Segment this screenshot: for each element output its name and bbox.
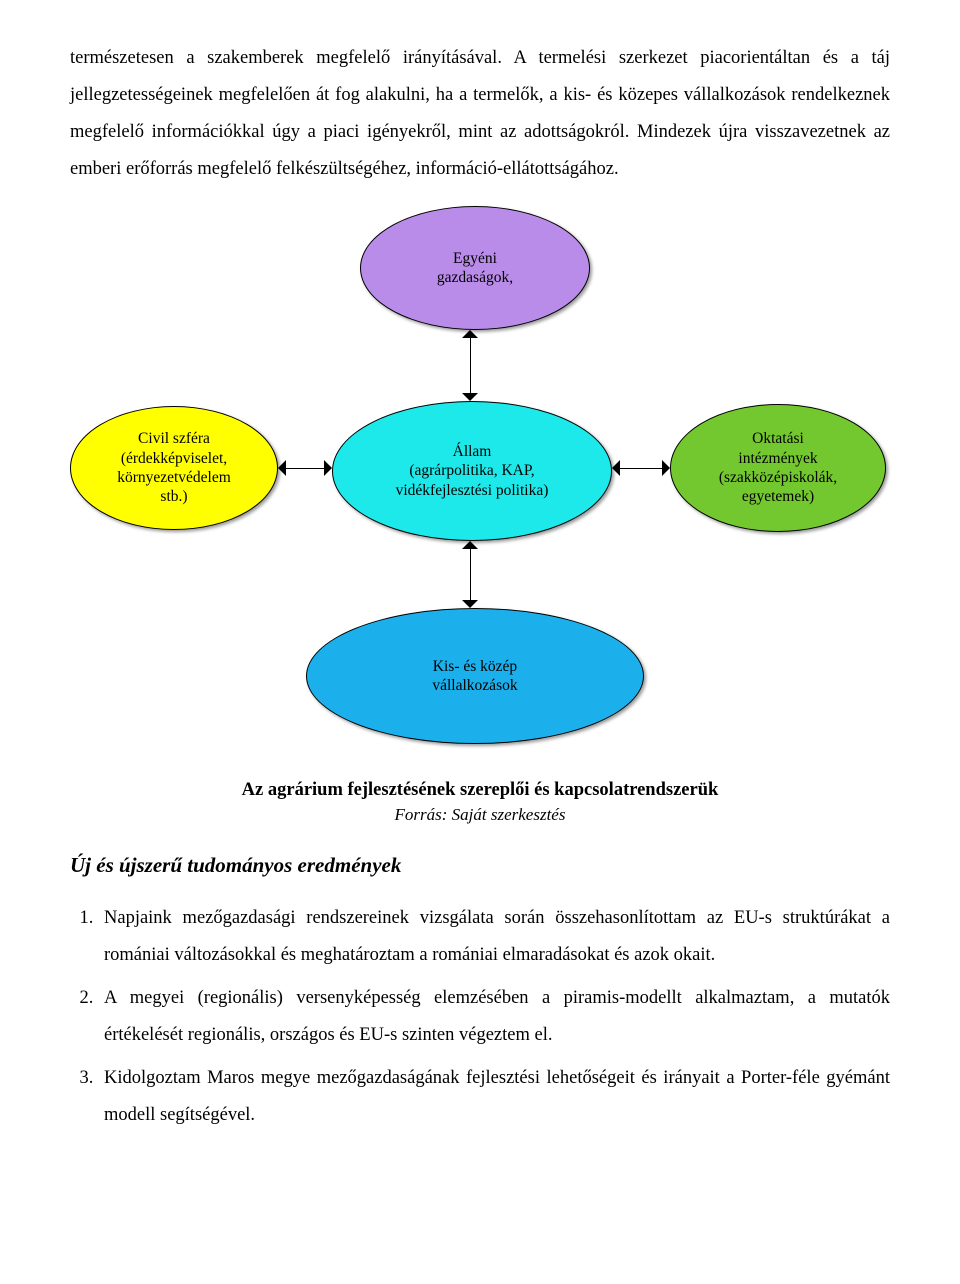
diagram-node-bottom: Kis- és középvállalkozások	[306, 608, 644, 744]
arrow-line	[620, 468, 662, 469]
arrow-head	[462, 600, 478, 608]
diagram-node-left: Civil szféra(érdekképviselet,környezetvé…	[70, 406, 278, 530]
arrow-line	[470, 338, 471, 393]
list-item: A megyei (regionális) versenyképesség el…	[98, 980, 890, 1054]
figure-source: Forrás: Saját szerkesztés	[70, 805, 890, 825]
section-heading: Új és újszerű tudományos eredmények	[70, 853, 890, 878]
arrow-line	[286, 468, 324, 469]
diagram-node-right: Oktatásiintézmények(szakközépiskolák,egy…	[670, 404, 886, 532]
intro-paragraph: természetesen a szakemberek megfelelő ir…	[70, 40, 890, 188]
arrow-head	[278, 460, 286, 476]
arrow-head	[462, 541, 478, 549]
arrow-head	[324, 460, 332, 476]
list-item: Napjaink mezőgazdasági rendszereinek viz…	[98, 900, 890, 974]
arrow-line	[470, 549, 471, 600]
diagram-node-center: Állam(agrárpolitika, KAP,vidékfejlesztés…	[332, 401, 612, 541]
results-list: Napjaink mezőgazdasági rendszereinek viz…	[70, 900, 890, 1134]
figure-caption: Az agrárium fejlesztésének szereplői és …	[70, 780, 890, 801]
arrow-head	[462, 330, 478, 338]
arrow-head	[662, 460, 670, 476]
arrow-head	[612, 460, 620, 476]
page: természetesen a szakemberek megfelelő ir…	[0, 0, 960, 1200]
relationship-diagram: Egyénigazdaságok, Civil szféra(érdekképvi…	[70, 206, 890, 766]
arrow-head	[462, 393, 478, 401]
diagram-node-top: Egyénigazdaságok,	[360, 206, 590, 330]
list-item: Kidolgoztam Maros megye mezőgazdaságának…	[98, 1060, 890, 1134]
